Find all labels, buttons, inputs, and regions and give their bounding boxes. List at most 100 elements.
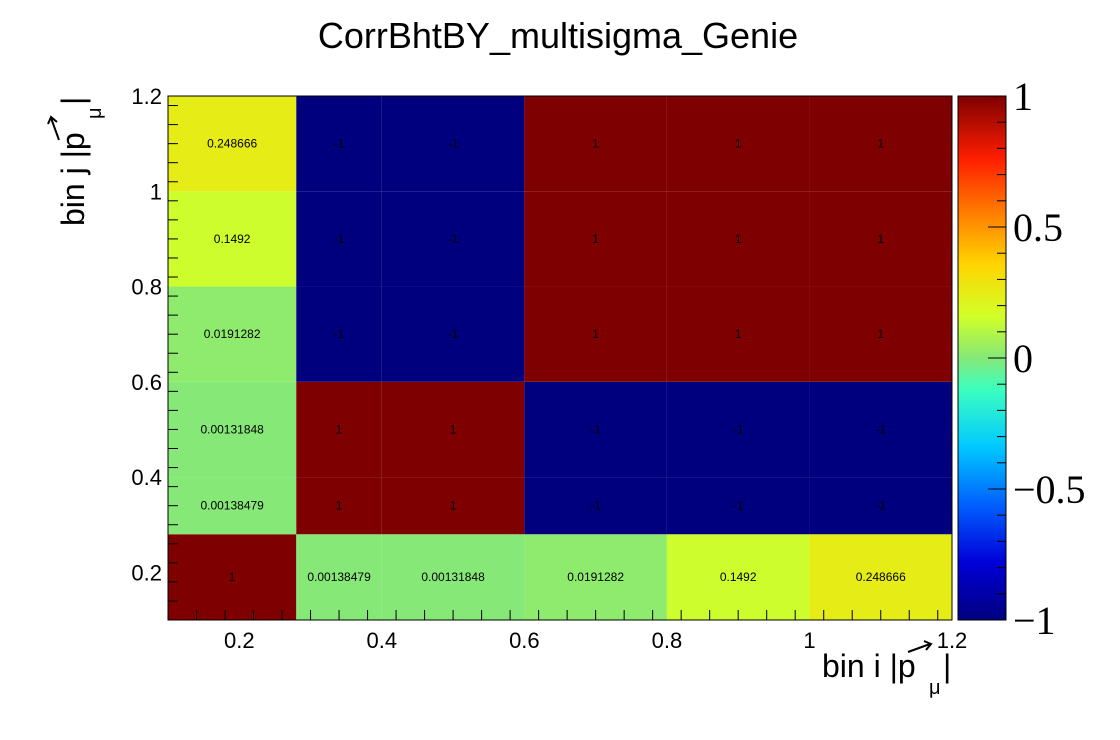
- y-tick-label: 0.2: [131, 560, 162, 585]
- cell-value-label: 1: [450, 499, 457, 513]
- heatmap-cell: [666, 477, 810, 535]
- heatmap-cell: [809, 381, 952, 478]
- cell-value-label: 1: [735, 137, 742, 151]
- cell-value-label: 0.1492: [214, 232, 251, 246]
- cell-value-label: 1: [592, 232, 599, 246]
- heatmap-cell: [381, 286, 525, 382]
- x-axis-title: bin i |p μ |: [822, 640, 951, 699]
- cell-value-label: -1: [334, 327, 345, 341]
- cell-value-label: 1: [592, 327, 599, 341]
- x-axis-title-subscript: μ: [929, 677, 941, 699]
- heatmap-cell: [666, 381, 810, 478]
- heatmap-cell: [296, 477, 382, 535]
- cell-value-label: 1: [877, 327, 884, 341]
- heatmap-cell: [666, 286, 810, 382]
- heatmap-cell: [666, 191, 810, 287]
- heatmap-cell: [168, 381, 297, 478]
- x-tick-label: 1: [803, 628, 815, 653]
- heatmap-cell: [296, 381, 382, 478]
- x-axis-title-text: bin i |p: [822, 648, 916, 684]
- y-tick-label: 0.4: [131, 465, 162, 490]
- heatmap-cell: [381, 534, 525, 620]
- colorbar-tick-label: 0.5: [1013, 205, 1063, 250]
- cell-value-label: 1: [592, 137, 599, 151]
- cell-value-label: 0.248666: [207, 137, 257, 151]
- cell-value-label: 1: [336, 422, 343, 436]
- heatmap-cells: [168, 96, 952, 620]
- cell-value-label: 1: [735, 232, 742, 246]
- heatmap-cell: [296, 96, 382, 192]
- cell-value-label: -1: [448, 137, 459, 151]
- y-tick-label: 1: [150, 179, 162, 204]
- heatmap-cell: [524, 286, 667, 382]
- heatmap-cell: [381, 477, 525, 535]
- cell-value-label: -1: [448, 327, 459, 341]
- heatmap-cell: [381, 96, 525, 192]
- cell-value-label: 1: [229, 570, 236, 584]
- cell-value-label: 0.00138479: [307, 570, 371, 584]
- cell-value-label: 1: [735, 327, 742, 341]
- heatmap-cell: [296, 191, 382, 287]
- heatmap-cell: [168, 477, 297, 535]
- cell-value-label: 0.0191282: [567, 570, 624, 584]
- x-tick-label: 0.4: [367, 628, 398, 653]
- heatmap-cell: [168, 534, 297, 620]
- heatmap-cell: [296, 286, 382, 382]
- colorbar-tick-label: −1: [1013, 598, 1056, 643]
- heatmap-cell: [381, 381, 525, 478]
- colorbar-tick-label: −0.5: [1013, 467, 1086, 512]
- heatmap-cell: [524, 381, 667, 478]
- cell-value-label: -1: [590, 499, 601, 513]
- colorbar-ticks: [988, 95, 1006, 621]
- cell-value-label: -1: [875, 499, 886, 513]
- heatmap-cell-labels: 1 0.00138479 0.00131848 0.0191282 0.1492 0.24…: [200, 137, 906, 584]
- cell-value-label: 1: [450, 422, 457, 436]
- colorbar-tick-label: 1: [1013, 74, 1033, 119]
- cell-value-label: -1: [448, 232, 459, 246]
- colorbar-tick-labels: 1 0.5 0 −0.5 −1: [1013, 74, 1086, 643]
- cell-value-label: -1: [334, 232, 345, 246]
- cell-value-label: 0.00131848: [421, 570, 485, 584]
- x-axis-tick-labels: 0.2 0.4 0.6 0.8 1 1.2: [224, 628, 967, 653]
- y-tick-label: 1.2: [131, 84, 162, 109]
- cell-value-label: -1: [733, 499, 744, 513]
- heatmap-cell: [809, 534, 952, 620]
- y-tick-label: 0.8: [131, 275, 162, 300]
- colorbar-tick-label: 0: [1013, 336, 1033, 381]
- y-axis-title: bin j |p μ |: [47, 97, 106, 226]
- y-axis-title-text: bin j |p: [55, 132, 91, 226]
- heatmap-cell: [524, 477, 667, 535]
- heatmap-cell: [809, 286, 952, 382]
- cell-value-label: 0.00138479: [200, 499, 264, 513]
- chart-title-box: CorrBhtBY_multisigma_Genie: [268, 6, 848, 66]
- cell-value-label: 1: [336, 499, 343, 513]
- plot-frame: [167, 95, 953, 621]
- cell-value-label: 0.0191282: [204, 327, 261, 341]
- cell-value-label: 0.00131848: [200, 422, 264, 436]
- y-axis-vector-arrow-icon: [47, 115, 60, 141]
- x-axis-ticks: [167, 610, 939, 620]
- cell-value-label: -1: [875, 422, 886, 436]
- heatmap-cell: [666, 96, 810, 192]
- cell-value-label: -1: [590, 422, 601, 436]
- cell-value-label: 0.1492: [720, 570, 757, 584]
- y-axis-title-close: |: [55, 97, 91, 105]
- heatmap-cell: [296, 534, 382, 620]
- y-axis-ticks: [168, 105, 178, 621]
- heatmap-cell: [168, 96, 297, 192]
- heatmap-cell: [809, 96, 952, 192]
- heatmap-cell: [168, 191, 297, 287]
- x-axis-title-close: |: [943, 648, 951, 684]
- heatmap-cell: [168, 286, 297, 382]
- x-axis-vector-arrow-icon: [907, 640, 933, 653]
- cell-value-label: -1: [334, 137, 345, 151]
- cell-value-label: 0.248666: [856, 570, 906, 584]
- heatmap-cell: [524, 96, 667, 192]
- x-tick-label: 0.2: [224, 628, 255, 653]
- heatmap-cell: [524, 534, 667, 620]
- cell-value-label: 1: [877, 137, 884, 151]
- heatmap-cell: [524, 191, 667, 287]
- cell-value-label: 1: [877, 232, 884, 246]
- heatmap-cell: [809, 477, 952, 535]
